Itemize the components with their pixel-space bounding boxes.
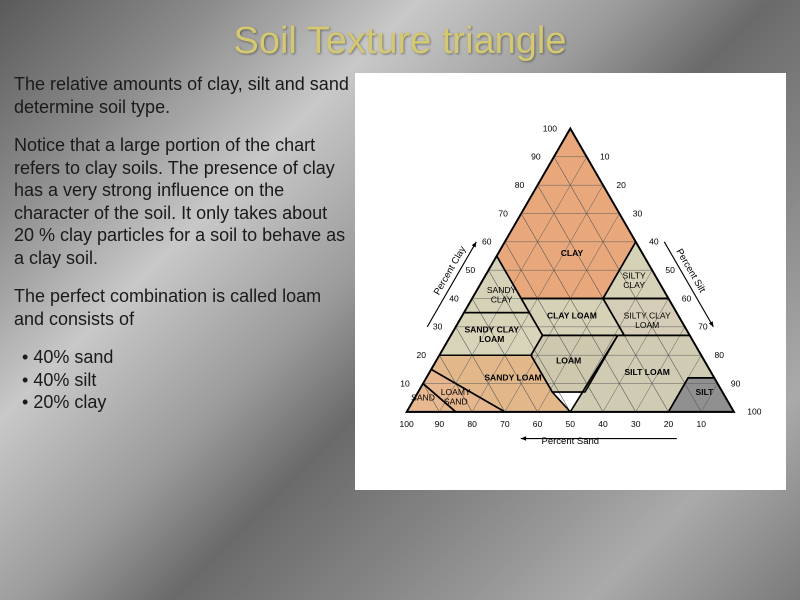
svg-text:100: 100 [543,123,558,133]
svg-text:70: 70 [499,208,509,218]
svg-text:80: 80 [515,180,525,190]
svg-text:SILTYCLAY: SILTYCLAY [623,271,646,291]
svg-text:10: 10 [401,378,411,388]
svg-text:LOAM: LOAM [556,356,581,366]
svg-text:50: 50 [666,265,676,275]
svg-text:30: 30 [631,419,641,429]
svg-text:50: 50 [466,265,476,275]
text-column: The relative amounts of clay, silt and s… [14,73,351,490]
svg-text:SANDY LOAM: SANDY LOAM [485,373,542,383]
svg-text:10: 10 [697,419,707,429]
svg-text:40: 40 [649,237,659,247]
svg-text:Percent Clay: Percent Clay [432,244,469,297]
svg-text:30: 30 [433,322,443,332]
svg-text:90: 90 [435,419,445,429]
paragraph-2: Notice that a large portion of the chart… [14,134,351,269]
triangle-diagram: CLAYSANDYCLAYSILTYCLAYCLAY LOAMSANDY CLA… [355,73,786,490]
content-row: The relative amounts of clay, silt and s… [0,73,800,490]
svg-text:100: 100 [748,407,763,417]
soil-triangle-svg: CLAYSANDYCLAYSILTYCLAYCLAY LOAMSANDY CLA… [361,79,780,479]
bullet-clay: 20% clay [14,391,351,414]
svg-text:50: 50 [566,419,576,429]
svg-text:40: 40 [450,293,460,303]
svg-text:CLAY LOAM: CLAY LOAM [547,310,597,320]
svg-text:SILT LOAM: SILT LOAM [625,367,670,377]
svg-text:80: 80 [715,350,725,360]
svg-text:20: 20 [617,180,627,190]
svg-text:90: 90 [731,378,741,388]
svg-text:60: 60 [682,293,692,303]
svg-text:SAND: SAND [412,393,436,403]
svg-text:Percent Sand: Percent Sand [542,436,600,447]
svg-text:60: 60 [533,419,543,429]
bullet-silt: 40% silt [14,369,351,392]
loam-bullets: 40% sand 40% silt 20% clay [14,346,351,414]
bullet-sand: 40% sand [14,346,351,369]
svg-text:40: 40 [599,419,609,429]
svg-text:SILT: SILT [696,387,715,397]
paragraph-1: The relative amounts of clay, silt and s… [14,73,351,118]
svg-text:LOAMYSAND: LOAMYSAND [441,387,471,407]
svg-text:30: 30 [633,208,643,218]
svg-text:CLAY: CLAY [561,248,584,258]
paragraph-3: The perfect combination is called loam a… [14,285,351,330]
svg-text:70: 70 [500,419,510,429]
svg-text:90: 90 [532,152,542,162]
svg-text:20: 20 [417,350,427,360]
svg-text:SANDYCLAY: SANDYCLAY [487,285,517,305]
page-title: Soil Texture triangle [0,0,800,73]
svg-text:100: 100 [400,419,415,429]
svg-text:20: 20 [664,419,674,429]
svg-text:70: 70 [699,322,709,332]
svg-text:80: 80 [468,419,478,429]
svg-text:60: 60 [482,237,492,247]
svg-text:10: 10 [600,152,610,162]
